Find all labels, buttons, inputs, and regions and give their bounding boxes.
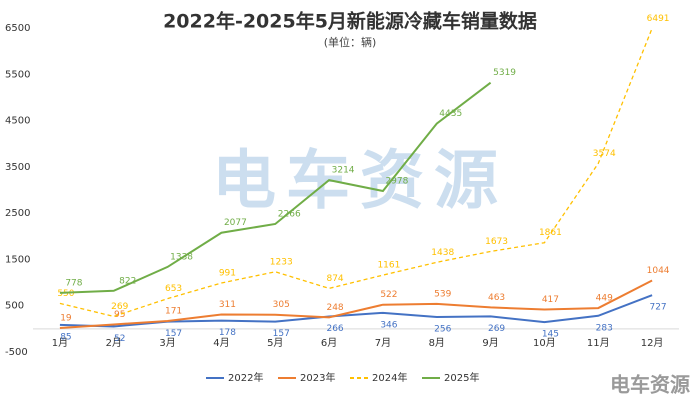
data-label: 778 <box>65 278 82 288</box>
legend-label: 2024年 <box>372 371 407 384</box>
series-line <box>59 81 492 294</box>
data-label: 157 <box>273 329 290 339</box>
data-label: 95 <box>114 310 125 320</box>
x-tick-label: 9月 <box>482 337 498 349</box>
x-tick-label: 7月 <box>375 337 391 349</box>
data-label: 1161 <box>377 261 400 271</box>
data-label: 266 <box>326 324 343 334</box>
x-tick-label: 1月 <box>52 337 68 349</box>
data-label: 178 <box>219 328 236 338</box>
y-tick-label: 1500 <box>5 254 30 265</box>
chart-subtitle: (单位：辆) <box>324 35 377 49</box>
legend-label: 2022年 <box>228 371 263 384</box>
data-label: 1233 <box>270 257 293 267</box>
data-label: 145 <box>542 330 559 340</box>
data-label: 417 <box>542 295 559 305</box>
data-label: 6491 <box>647 14 670 24</box>
data-label: 3214 <box>332 166 355 176</box>
data-label: 822 <box>119 276 136 286</box>
data-label: 346 <box>380 320 397 330</box>
data-label: 2266 <box>278 209 301 219</box>
x-tick-label: 8月 <box>429 337 445 349</box>
data-label: 256 <box>434 325 451 335</box>
data-label: 463 <box>488 293 505 303</box>
data-label: 522 <box>380 290 397 300</box>
data-label: 269 <box>488 324 505 334</box>
data-label: 85 <box>60 332 71 342</box>
data-label: 874 <box>326 274 343 284</box>
x-tick-label: 6月 <box>321 337 337 349</box>
data-label: 283 <box>596 323 613 333</box>
x-tick-label: 11月 <box>587 337 610 349</box>
data-label: 4435 <box>439 109 462 119</box>
series-line <box>59 279 653 329</box>
data-label: 1861 <box>539 228 562 238</box>
legend-label: 2025年 <box>444 371 479 384</box>
data-label: 269 <box>111 302 128 312</box>
data-label: 653 <box>165 284 182 294</box>
data-label: 19 <box>60 313 72 323</box>
data-label: 305 <box>273 300 290 310</box>
data-label: 539 <box>434 289 451 299</box>
y-tick-label: 4500 <box>5 116 30 127</box>
data-label: 248 <box>326 303 343 313</box>
data-label: 449 <box>596 294 613 304</box>
x-tick-label: 12月 <box>641 337 664 349</box>
y-tick-label: 3500 <box>5 162 30 173</box>
logo-watermark: 电车资源 <box>610 373 690 397</box>
data-label: 2978 <box>385 177 408 187</box>
chart-title: 2022年-2025年5月新能源冷藏车销量数据 <box>163 10 537 33</box>
watermark: 电车资源 <box>212 145 508 219</box>
data-label: 727 <box>649 303 666 313</box>
data-label: 3574 <box>593 149 616 159</box>
y-tick-label: 500 <box>5 301 24 312</box>
data-label: 2077 <box>224 218 247 228</box>
x-tick-label: 3月 <box>159 337 175 349</box>
x-tick-label: 10月 <box>533 337 556 349</box>
x-tick-label: 2月 <box>106 337 122 349</box>
y-tick-label: 6500 <box>5 23 30 34</box>
x-tick-label: 5月 <box>267 337 283 349</box>
data-label: 1438 <box>431 248 454 258</box>
data-label: 5319 <box>493 68 516 78</box>
y-tick-label: -500 <box>5 347 28 358</box>
data-label: 157 <box>165 329 182 339</box>
legend-label: 2023年 <box>300 371 335 384</box>
data-label: 550 <box>57 289 74 299</box>
data-label: 1673 <box>485 237 508 247</box>
y-tick-label: 2500 <box>5 208 30 219</box>
data-label: 991 <box>219 268 236 278</box>
data-label: 171 <box>165 306 182 316</box>
data-label: 52 <box>114 334 125 344</box>
y-tick-label: 5500 <box>5 69 30 80</box>
data-label: 1044 <box>647 266 670 276</box>
x-tick-label: 4月 <box>213 337 229 349</box>
data-label: 1338 <box>170 252 193 262</box>
data-label: 311 <box>219 300 236 310</box>
